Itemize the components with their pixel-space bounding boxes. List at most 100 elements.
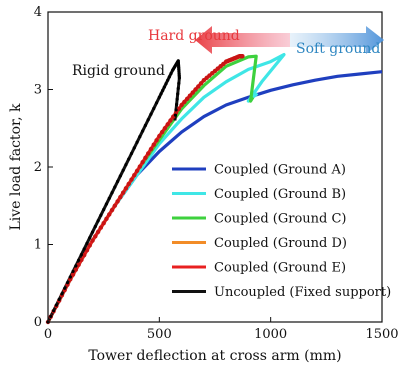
series-point-5 — [140, 159, 145, 165]
series-point-5 — [193, 87, 198, 92]
series-point-5 — [151, 142, 156, 147]
series-point-5 — [137, 164, 143, 169]
series-point-5 — [93, 234, 98, 239]
series-point-5 — [107, 212, 112, 217]
y-tick-label: 1 — [34, 238, 42, 253]
series-point-5 — [157, 133, 162, 139]
series-point-5 — [73, 267, 79, 272]
series-point-6 — [167, 75, 171, 79]
series-point-6 — [174, 108, 178, 112]
series-point-5 — [154, 138, 159, 143]
series-layer — [45, 52, 383, 325]
series-point-6 — [79, 252, 83, 257]
rigid-ground-label: Rigid ground — [72, 63, 165, 79]
series-point-6 — [132, 146, 136, 150]
series-point-6 — [57, 297, 61, 302]
series-point-5 — [120, 190, 126, 195]
series-point-6 — [176, 92, 180, 96]
series-point-5 — [146, 151, 151, 156]
series-point-6 — [96, 219, 100, 223]
series-point-5 — [95, 229, 101, 235]
series-point-5 — [184, 96, 190, 102]
series-point-6 — [174, 102, 179, 107]
series-point-6 — [154, 101, 159, 105]
series-point-6 — [65, 281, 70, 285]
series-point-6 — [138, 134, 142, 139]
soft-ground-arrow — [290, 26, 384, 54]
series-point-6 — [115, 179, 120, 184]
series-point-6 — [121, 168, 125, 172]
legend-label: Coupled (Ground B) — [214, 187, 346, 202]
series-point-5 — [159, 129, 165, 135]
series-point-6 — [82, 247, 86, 251]
x-tick-label: 500 — [147, 327, 172, 342]
series-point-5 — [190, 90, 195, 95]
legend-label: Coupled (Ground E) — [214, 261, 346, 276]
series-point-5 — [104, 216, 109, 222]
soft-ground-label: Soft ground — [296, 41, 380, 57]
series-point-5 — [196, 84, 201, 89]
series-point-5 — [126, 181, 131, 187]
y-tick-label: 3 — [34, 83, 42, 98]
legend-label: Uncoupled (Fixed support) — [214, 285, 391, 300]
series-point-6 — [49, 314, 53, 318]
series-point-5 — [70, 272, 76, 277]
series-point-5 — [118, 194, 123, 200]
series-point-5 — [176, 106, 182, 112]
legend: Coupled (Ground A) Coupled (Ground B) Coup… — [172, 163, 391, 300]
series-point-6 — [113, 185, 117, 189]
series-point-5 — [187, 93, 193, 98]
series-point-6 — [129, 151, 134, 156]
series-point-6 — [161, 88, 165, 93]
series-point-6 — [107, 196, 111, 200]
series-point-6 — [71, 269, 75, 274]
series-point-6 — [118, 174, 122, 178]
series-point-5 — [81, 252, 87, 258]
series-point-6 — [169, 71, 173, 76]
legend-label: Coupled (Ground D) — [214, 236, 347, 251]
series-point-5 — [84, 248, 90, 253]
x-tick-label: 0 — [44, 327, 52, 342]
x-tick-label: 1000 — [254, 327, 287, 342]
series-point-6 — [152, 106, 156, 111]
series-point-6 — [164, 82, 168, 86]
series-point-5 — [134, 168, 140, 174]
series-point-6 — [63, 286, 67, 290]
series-point-5 — [98, 225, 104, 230]
series-point-5 — [132, 173, 137, 178]
hard-ground-arrow — [195, 26, 290, 54]
series-point-6 — [159, 92, 163, 96]
series-point-6 — [54, 303, 58, 307]
series-point-5 — [198, 81, 204, 86]
series-point-5 — [76, 262, 81, 268]
series-point-6 — [149, 112, 153, 116]
legend-label: Coupled (Ground A) — [214, 163, 346, 178]
series-point-5 — [79, 257, 84, 263]
ticks-layer: 0 500 1000 1500 0 1 2 3 4 — [34, 5, 399, 342]
series-point-5 — [168, 118, 173, 123]
hard-ground-label: Hard ground — [148, 28, 240, 44]
series-point-6 — [88, 236, 92, 240]
series-point-6 — [104, 202, 109, 206]
x-tick-label: 1500 — [365, 327, 398, 342]
series-point-6 — [124, 163, 128, 167]
series-point-5 — [148, 146, 154, 152]
series-point-5 — [90, 238, 95, 243]
series-point-6 — [135, 140, 139, 144]
y-tick-label: 0 — [34, 315, 42, 330]
series-point-5 — [240, 53, 245, 59]
series-point-6 — [127, 157, 131, 161]
series-point-5 — [162, 126, 168, 131]
series-point-5 — [165, 122, 170, 127]
series-point-6 — [176, 86, 180, 91]
series-point-6 — [77, 258, 81, 262]
y-axis-title: Live load factor, k — [8, 103, 24, 231]
series-point-6 — [141, 129, 145, 133]
series-point-6 — [74, 264, 78, 268]
series-point-6 — [51, 309, 56, 313]
series-point-5 — [123, 186, 129, 191]
series-point-6 — [166, 78, 170, 82]
series-point-5 — [129, 177, 134, 182]
series-point-5 — [101, 220, 106, 226]
